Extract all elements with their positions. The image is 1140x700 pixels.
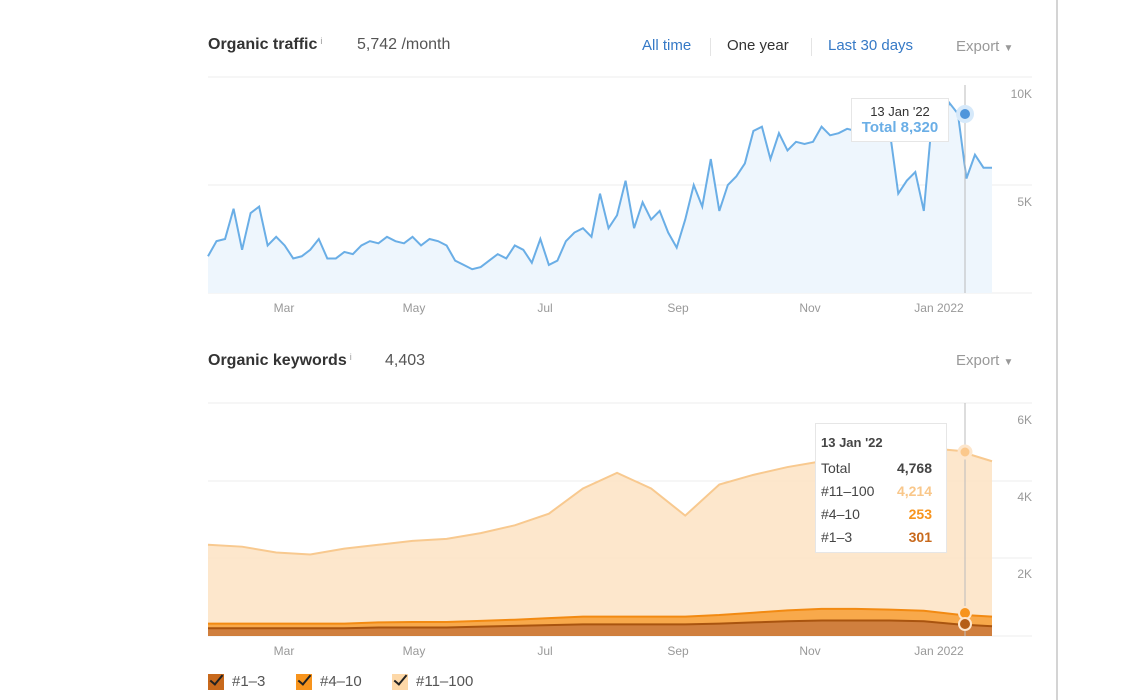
x-tick-label: Jan 2022 — [914, 644, 964, 658]
tooltip-row: #1–3 301 — [816, 529, 946, 552]
range-last-30-days[interactable]: Last 30 days — [828, 37, 914, 54]
x-tick-label: Mar — [274, 301, 295, 315]
legend-label: #11–100 — [416, 673, 474, 690]
highlight-point-11-100 — [957, 444, 973, 460]
checkbox-checked-icon[interactable] — [208, 673, 224, 690]
x-tick-label: Jan 2022 — [914, 301, 964, 315]
y-tick-label: 2K — [1017, 567, 1032, 581]
range-all-time[interactable]: All time — [642, 37, 692, 54]
series-1-3-area — [208, 620, 992, 636]
export-label: Export — [956, 38, 1000, 55]
export-label: Export — [956, 352, 1000, 369]
range-separator — [811, 38, 812, 56]
range-separator — [710, 38, 711, 56]
x-tick-label: Sep — [667, 644, 689, 658]
x-tick-label: Sep — [667, 301, 689, 315]
caret-down-icon: ▼ — [1003, 43, 1014, 54]
info-icon[interactable]: i — [320, 36, 323, 46]
tooltip-row-value: 253 — [908, 506, 932, 522]
traffic-export-button[interactable]: Export ▼ — [956, 38, 1013, 55]
highlight-point-1-3 — [958, 617, 972, 631]
range-one-year[interactable]: One year — [727, 37, 789, 54]
tooltip-total: Total 8,320 — [861, 119, 939, 136]
keywords-export-button[interactable]: Export ▼ — [956, 352, 1013, 369]
tooltip-row: #11–100 4,214 — [816, 483, 946, 506]
legend-item-1-3[interactable]: #1–3 — [208, 673, 265, 690]
page-divider — [1056, 0, 1058, 700]
keywords-metric: 4,403 — [385, 352, 426, 369]
y-tick-label: 6K — [1017, 413, 1032, 427]
tooltip-date: 13 Jan '22 — [870, 104, 930, 119]
series-1-3-line — [208, 619, 993, 630]
traffic-metric: 5,742 /month — [357, 36, 451, 53]
highlight-point — [960, 109, 970, 119]
info-icon[interactable]: i — [349, 352, 352, 362]
caret-down-icon: ▼ — [1003, 357, 1014, 368]
tooltip-row-label: #11–100 — [821, 483, 875, 499]
legend-item-11-100[interactable]: #11–100 — [392, 673, 473, 690]
tooltip-row-label: Total — [821, 460, 851, 476]
tooltip-row: Total 4,768 — [816, 460, 946, 483]
traffic-tooltip: 13 Jan '22 Total 8,320 — [851, 98, 949, 142]
y-tick-label: 5K — [1017, 195, 1032, 209]
series-11-100-area — [208, 447, 992, 624]
tooltip-row-value: 301 — [908, 529, 932, 545]
checkbox-checked-icon[interactable] — [296, 673, 312, 690]
x-tick-label: Jul — [537, 644, 552, 658]
x-tick-label: May — [403, 644, 426, 658]
tooltip-row-label: #4–10 — [821, 506, 860, 522]
y-tick-label: 10K — [1011, 87, 1032, 101]
x-tick-label: Nov — [799, 301, 820, 315]
x-tick-label: May — [403, 301, 426, 315]
tooltip-row-value: 4,214 — [896, 483, 932, 499]
tooltip-row-value: 4,768 — [896, 460, 932, 476]
traffic-title: Organic traffic i — [208, 36, 323, 53]
legend-label: #1–3 — [232, 673, 266, 690]
x-tick-label: Jul — [537, 301, 552, 315]
series-4-10-area — [208, 608, 992, 629]
keywords-title: Organic keywords i — [208, 352, 352, 369]
checkbox-checked-icon[interactable] — [392, 673, 408, 690]
tooltip-row: #4–10 253 — [816, 506, 946, 529]
y-tick-label: 4K — [1017, 490, 1032, 504]
tooltip-row-label: #1–3 — [821, 529, 853, 545]
legend-item-4-10[interactable]: #4–10 — [296, 673, 362, 690]
series-4-10-line — [208, 607, 993, 625]
tooltip-date: 13 Jan '22 — [821, 435, 883, 450]
x-tick-label: Mar — [274, 644, 295, 658]
legend-label: #4–10 — [320, 673, 362, 690]
keywords-tooltip: 13 Jan '22 Total 4,768 #11–100 4,214 #4–10 25… — [815, 423, 947, 553]
x-tick-label: Nov — [799, 644, 820, 658]
